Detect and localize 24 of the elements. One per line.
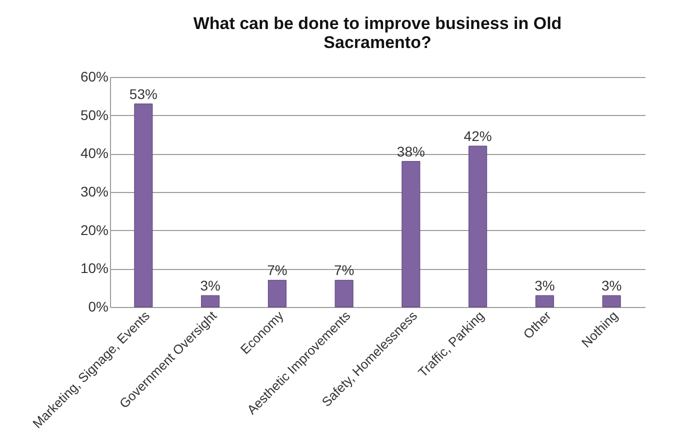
data-label: 3% bbox=[200, 278, 220, 294]
y-tick-label: 10% bbox=[80, 260, 108, 276]
y-tick-label: 40% bbox=[80, 145, 108, 162]
bar bbox=[535, 295, 554, 308]
data-label: 7% bbox=[334, 262, 354, 278]
data-label: 42% bbox=[464, 128, 492, 144]
y-tick-label: 60% bbox=[80, 68, 108, 84]
y-tick-label: 50% bbox=[80, 106, 108, 123]
y-tick-label: 30% bbox=[80, 184, 108, 200]
bar bbox=[602, 295, 621, 308]
data-label: 38% bbox=[396, 143, 425, 160]
data-label: 3% bbox=[534, 278, 555, 294]
y-tick-label: 0% bbox=[88, 298, 108, 314]
bar bbox=[334, 280, 354, 308]
bar bbox=[468, 146, 488, 308]
bar bbox=[134, 104, 153, 308]
chart-title: What can be done to improve business in Old Sacramento? bbox=[193, 14, 562, 52]
data-label: 53% bbox=[129, 86, 158, 102]
bar bbox=[268, 280, 286, 308]
bar bbox=[402, 161, 420, 308]
data-label: 3% bbox=[601, 278, 622, 294]
data-label: 7% bbox=[267, 262, 288, 278]
bar bbox=[201, 295, 220, 308]
y-tick-label: 20% bbox=[80, 222, 108, 238]
